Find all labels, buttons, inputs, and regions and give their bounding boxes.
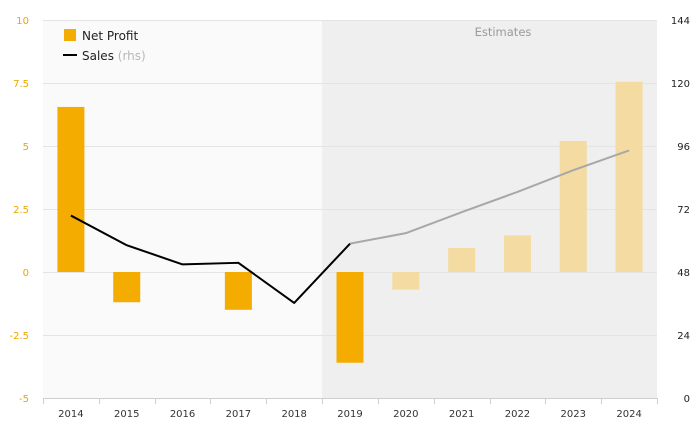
x-tick-2018: 2018 [281,409,306,420]
legend-net-profit-label: Net Profit [82,29,138,43]
bar-2019 [336,272,364,363]
bar-2024 [615,81,643,273]
bar-2023 [559,140,587,272]
left-tick-5: -2.5 [9,331,29,342]
x-tick-2024: 2024 [616,409,641,420]
right-tick-5: 24 [677,331,690,342]
right-tick-0: 144 [671,16,690,27]
left-tick-0: 10 [16,16,29,27]
bar-2017 [224,272,252,310]
x-tick-2015: 2015 [114,409,139,420]
legend-net-profit-swatch [64,29,76,41]
bar-2020 [392,272,420,290]
x-tick-2019: 2019 [337,409,362,420]
x-tick-2020: 2020 [393,409,418,420]
legend-sales-label: Sales (rhs) [82,49,146,63]
bar-2022 [503,235,531,272]
left-tick-1: 7.5 [13,79,29,90]
x-tick-2016: 2016 [170,409,195,420]
right-tick-2: 96 [677,142,690,153]
legend: Net Profit Sales (rhs) [63,29,146,63]
sales-line-actual [70,214,351,304]
left-tick-3: 2.5 [13,205,29,216]
estimates-label: Estimates [475,25,532,39]
right-tick-4: 48 [677,268,690,279]
net-profit-bars [57,81,643,363]
left-tick-4: 0 [23,268,29,279]
x-tick-2017: 2017 [226,409,251,420]
right-tick-1: 120 [671,79,690,90]
bar-2015 [113,272,141,303]
sales-line-estimate [349,149,630,245]
x-tick-2021: 2021 [449,409,474,420]
x-tick-2014: 2014 [58,409,83,420]
legend-sales-name: Sales [82,49,114,63]
left-tick-2: 5 [23,142,29,153]
right-tick-3: 72 [677,205,690,216]
left-tick-6: -5 [19,394,29,405]
legend-sales-rhs: (rhs) [118,49,146,63]
bar-2021 [448,248,476,272]
x-tick-2022: 2022 [505,409,530,420]
bar-2014 [57,106,85,272]
sales-line [70,149,630,304]
right-tick-6: 0 [684,394,690,405]
axes: 2014 2015 2016 2017 2018 2019 2020 2021 2022 2023… [9,16,690,420]
x-tick-2023: 2023 [561,409,586,420]
